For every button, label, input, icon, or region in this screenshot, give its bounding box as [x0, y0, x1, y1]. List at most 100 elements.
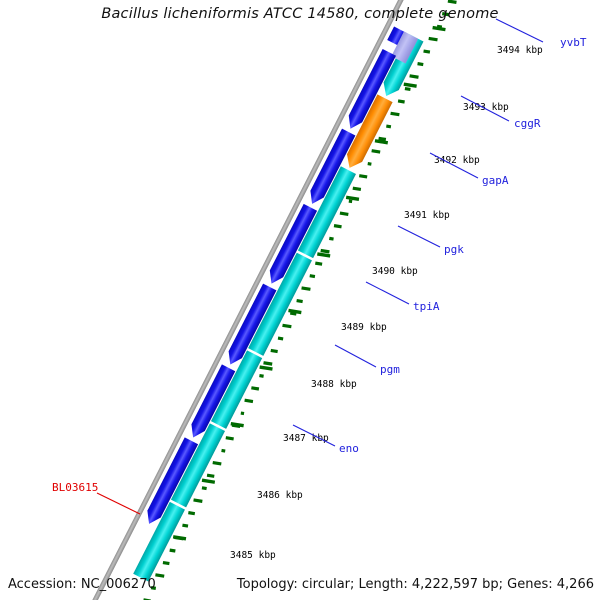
genome-axis-line	[64, 0, 414, 600]
gene-inner-blue-5[interactable]	[224, 283, 277, 368]
gc-dash	[182, 523, 189, 528]
gene-label-gapA[interactable]: gapA	[482, 174, 509, 187]
gene-inner-blue-6[interactable]	[186, 364, 236, 440]
axis-tick-marks	[172, 25, 446, 541]
gene-label-pgm[interactable]: pgm	[380, 363, 400, 376]
gc-content-dotted-track	[143, 0, 457, 600]
gc-dash	[155, 573, 165, 578]
gene-inner-blue-2[interactable]	[344, 48, 397, 132]
leader-line-eno	[292, 424, 336, 447]
gene-cggR[interactable]	[342, 94, 393, 171]
gene-label-pgk[interactable]: pgk	[444, 243, 464, 256]
page-title: Bacillus licheniformis ATCC 14580, compl…	[101, 6, 499, 22]
gc-dash	[348, 199, 353, 204]
gene-label-layer[interactable]: yvbT cggR gapA pgk tpiA pgm eno BL03615	[52, 18, 587, 515]
gene-label-cggR[interactable]: cggR	[514, 117, 541, 130]
gene-lavender[interactable]	[391, 31, 419, 64]
gc-dash	[309, 274, 316, 279]
gene-label-yvbT[interactable]: yvbT	[560, 36, 587, 49]
gc-dash	[225, 436, 234, 441]
gene-inner-blue-4[interactable]	[265, 203, 318, 287]
accession-text: Accession: NC_006270	[8, 577, 156, 592]
gc-dash	[263, 361, 273, 366]
gc-dash	[143, 598, 151, 600]
gc-dash	[193, 498, 203, 503]
gene-eno[interactable]	[133, 501, 185, 582]
gc-dash	[417, 62, 424, 67]
gc-dash	[296, 299, 303, 304]
gc-dash	[423, 49, 431, 54]
axis-tick	[374, 139, 389, 145]
gc-dash	[441, 12, 450, 17]
gc-dash	[447, 0, 457, 4]
leader-line-tpiA	[365, 281, 410, 305]
leader-line-pgk	[397, 225, 441, 248]
gc-dash	[315, 261, 323, 266]
gc-dash	[301, 286, 311, 291]
gc-dash	[282, 323, 292, 329]
gc-dash	[386, 124, 392, 129]
genome-summary-text: Topology: circular; Length: 4,222,597 bp…	[236, 577, 594, 592]
gc-dash	[188, 511, 196, 516]
axis-tick-label: 3492 kbp	[434, 155, 480, 166]
gc-dash	[390, 111, 400, 117]
gene-label-tpiA[interactable]: tpiA	[413, 300, 440, 313]
axis-tick-label: 3489 kbp	[341, 322, 387, 333]
gene-label-BL03615[interactable]: BL03615	[52, 481, 98, 494]
gc-dash	[201, 486, 207, 491]
gene-inner-blue-3[interactable]	[305, 128, 356, 208]
gene-pgk[interactable]	[248, 252, 312, 356]
gc-dash	[397, 99, 405, 104]
axis-tick-label: 3488 kbp	[311, 379, 357, 390]
gc-dash	[270, 348, 278, 354]
axis-tick	[259, 365, 273, 371]
axis-tick	[288, 308, 302, 315]
gc-dash	[277, 336, 284, 341]
leader-line-pgm	[334, 344, 377, 368]
axis-tick-label: 3487 kbp	[283, 433, 329, 444]
axis-tick	[432, 25, 446, 32]
axis-tick-label: 3493 kbp	[463, 102, 509, 113]
axis-tick-label: 3486 kbp	[257, 490, 303, 501]
gc-dash	[367, 161, 372, 166]
tick-label-layer: 3494 kbp 3493 kbp 3492 kbp 3491 kbp 3490 kbp…	[230, 45, 543, 561]
leader-line-BL03615	[96, 492, 141, 515]
gc-dash	[352, 186, 362, 192]
gc-dash	[221, 448, 226, 453]
gc-dash	[371, 149, 381, 154]
gene-label-eno[interactable]: eno	[339, 442, 359, 455]
gene-gapA[interactable]	[297, 166, 356, 259]
axis-tick	[317, 252, 331, 258]
gene-yvbT[interactable]	[379, 33, 424, 100]
gene-feature-track[interactable]	[22, 26, 424, 600]
axis-tick	[345, 195, 360, 202]
gc-dash	[428, 36, 438, 42]
gc-dash	[162, 560, 170, 566]
gc-dash	[251, 386, 260, 391]
gc-dash	[320, 248, 330, 254]
axis-tick-label: 3490 kbp	[372, 266, 418, 277]
leader-line-gapA	[429, 152, 479, 179]
axis-tick-label: 3494 kbp	[497, 45, 543, 56]
gc-dash	[212, 460, 222, 466]
leader-line-yvbT	[495, 18, 544, 43]
gene-pgm[interactable]	[170, 423, 225, 508]
gc-dash	[206, 473, 215, 478]
gc-dash	[339, 211, 349, 217]
gc-dash	[404, 87, 411, 92]
gene-tpiA[interactable]	[210, 350, 263, 429]
axis-tick	[230, 421, 244, 428]
gene-inner-blue-7[interactable]	[142, 437, 199, 527]
axis-tick	[403, 82, 417, 88]
gc-dash	[244, 398, 254, 404]
gc-dash	[333, 224, 342, 229]
gc-dash	[259, 374, 264, 378]
axis-tick-label: 3485 kbp	[230, 550, 276, 561]
axis-tick-label: 3491 kbp	[404, 210, 450, 221]
gc-dash	[150, 586, 157, 590]
gc-dash	[240, 411, 245, 416]
leader-line-cggR	[460, 95, 510, 122]
axis-tick	[172, 535, 187, 541]
